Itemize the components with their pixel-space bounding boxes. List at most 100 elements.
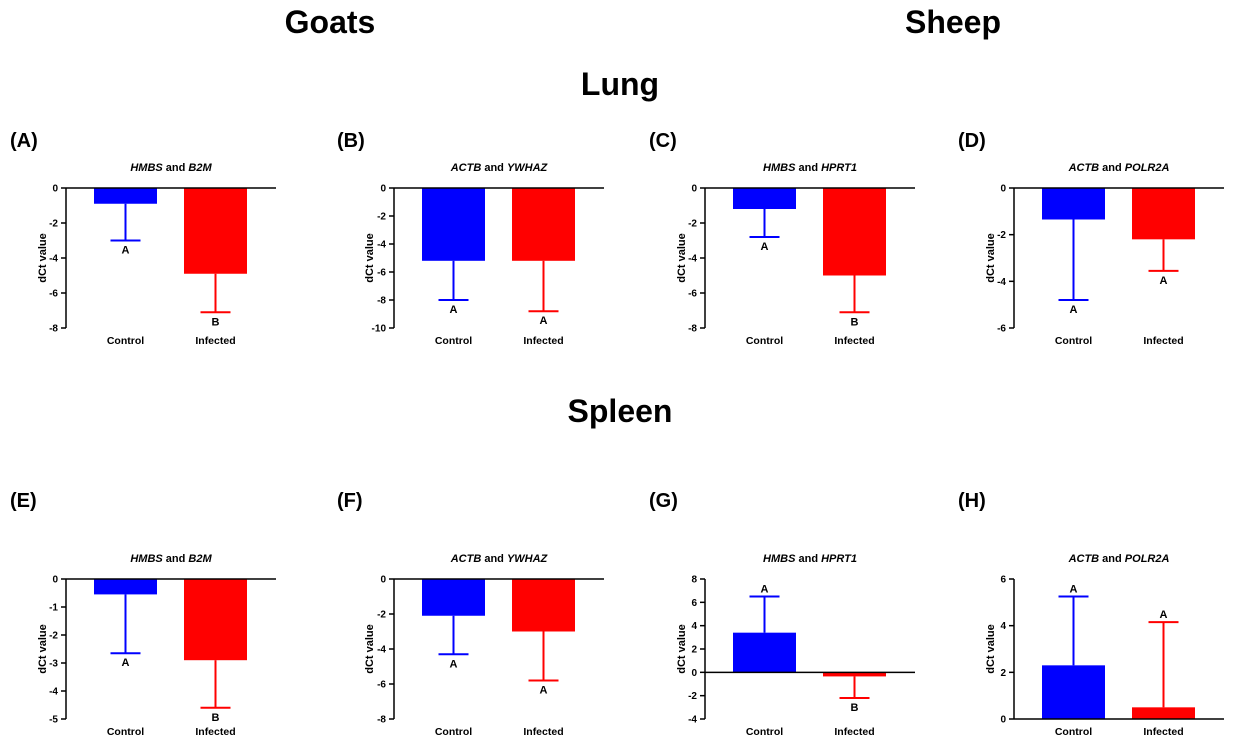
- bar-control: [733, 632, 796, 673]
- chart-title-part: and: [795, 162, 821, 174]
- panel-label: (C): [649, 130, 677, 152]
- y-tick-label: -2: [377, 610, 386, 621]
- chart-title: ACTB and POLR2A: [1068, 553, 1170, 565]
- chart-title-part: and: [795, 553, 821, 565]
- chart-title-part: B2M: [188, 162, 212, 174]
- bar-infected: [512, 188, 575, 261]
- significance-letter: A: [450, 304, 458, 316]
- chart-title: HMBS and HPRT1: [763, 553, 857, 565]
- chart-title: ACTB and POLR2A: [1068, 162, 1170, 174]
- y-tick-label: -6: [377, 268, 386, 279]
- chart-title: HMBS and B2M: [130, 553, 212, 565]
- y-tick-label: 2: [691, 645, 697, 656]
- y-tick-label: 6: [1000, 575, 1006, 586]
- y-tick-label: -4: [997, 277, 1006, 288]
- bar-infected: [1132, 188, 1195, 240]
- significance-letter: B: [212, 712, 220, 724]
- chart-title: ACTB and YWHAZ: [450, 553, 549, 565]
- significance-letter: B: [212, 316, 220, 328]
- significance-letter: A: [122, 245, 130, 257]
- y-tick-label: -4: [49, 687, 58, 698]
- x-tick-label: Control: [435, 726, 472, 737]
- y-tick-label: -4: [377, 240, 386, 251]
- chart-title-part: POLR2A: [1125, 553, 1170, 565]
- panel-label: (E): [10, 490, 37, 512]
- bar-control: [422, 579, 485, 616]
- y-tick-label: -8: [49, 324, 58, 335]
- x-tick-label: Infected: [195, 726, 235, 737]
- panel-label: (A): [10, 130, 38, 152]
- x-tick-label: Infected: [523, 335, 563, 347]
- x-tick-label: Infected: [1143, 726, 1183, 737]
- bar-control: [733, 188, 796, 209]
- y-tick-label: -2: [997, 230, 1006, 241]
- y-tick-label: -2: [377, 212, 386, 223]
- panel-label: (H): [958, 490, 986, 512]
- bar-infected: [823, 672, 886, 677]
- chart-title-part: HMBS: [763, 162, 796, 174]
- x-tick-label: Infected: [195, 335, 235, 347]
- x-tick-label: Control: [107, 335, 144, 347]
- significance-letter: B: [851, 316, 859, 328]
- y-tick-label: 0: [52, 184, 58, 195]
- x-tick-label: Infected: [834, 335, 874, 347]
- sheep-heading: Sheep: [904, 4, 1002, 40]
- chart-title-part: HMBS: [130, 553, 163, 565]
- y-tick-label: 0: [52, 575, 58, 586]
- y-tick-label: 4: [691, 621, 697, 632]
- y-tick-label: -2: [688, 691, 697, 702]
- chart-title-part: ACTB: [1068, 553, 1100, 565]
- y-tick-label: -3: [49, 659, 58, 670]
- x-tick-label: Control: [1055, 726, 1092, 737]
- goats-heading: Goats: [284, 4, 376, 40]
- bar-control: [94, 188, 157, 204]
- y-tick-label: -6: [49, 289, 58, 300]
- y-tick-label: -1: [49, 603, 58, 614]
- y-tick-label: 0: [1000, 715, 1006, 726]
- bar-infected: [184, 188, 247, 274]
- chart-title-part: POLR2A: [1125, 162, 1170, 174]
- y-tick-label: -4: [688, 715, 697, 726]
- x-tick-label: Infected: [834, 726, 874, 737]
- y-tick-label: -6: [688, 289, 697, 300]
- panel-label: (F): [337, 490, 363, 512]
- y-axis-label: dCt value: [985, 233, 997, 283]
- lung-heading: Lung: [580, 66, 660, 102]
- significance-letter: A: [761, 241, 769, 253]
- x-tick-label: Infected: [523, 726, 563, 737]
- y-axis-label: dCt value: [364, 233, 376, 283]
- y-tick-label: 2: [1000, 668, 1006, 679]
- y-tick-label: -6: [377, 680, 386, 691]
- chart-title-part: YWHAZ: [507, 553, 549, 565]
- panel-label: (D): [958, 130, 986, 152]
- chart-title-part: HMBS: [763, 553, 796, 565]
- panel-label: (B): [337, 130, 365, 152]
- significance-letter: A: [1160, 275, 1168, 287]
- y-tick-label: 0: [380, 184, 386, 195]
- y-tick-label: -8: [688, 324, 697, 335]
- chart-title-part: and: [481, 162, 507, 174]
- y-tick-label: -4: [688, 254, 697, 265]
- significance-letter: A: [450, 658, 458, 670]
- y-tick-label: 0: [691, 668, 697, 679]
- chart-title-part: YWHAZ: [507, 162, 549, 174]
- chart-title-part: HMBS: [130, 162, 163, 174]
- chart-title-part: HPRT1: [821, 162, 857, 174]
- y-tick-label: -4: [49, 254, 58, 265]
- chart-title-part: and: [1099, 553, 1125, 565]
- chart-title-part: HPRT1: [821, 553, 857, 565]
- chart-title-part: and: [1099, 162, 1125, 174]
- y-tick-label: -2: [688, 219, 697, 230]
- bar-infected: [823, 188, 886, 276]
- y-axis-label: dCt value: [676, 233, 688, 283]
- y-tick-label: 0: [1000, 184, 1006, 195]
- significance-letter: A: [1070, 304, 1078, 316]
- x-tick-label: Control: [435, 335, 472, 347]
- y-axis-label: dCt value: [364, 624, 376, 674]
- chart-title: HMBS and HPRT1: [763, 162, 857, 174]
